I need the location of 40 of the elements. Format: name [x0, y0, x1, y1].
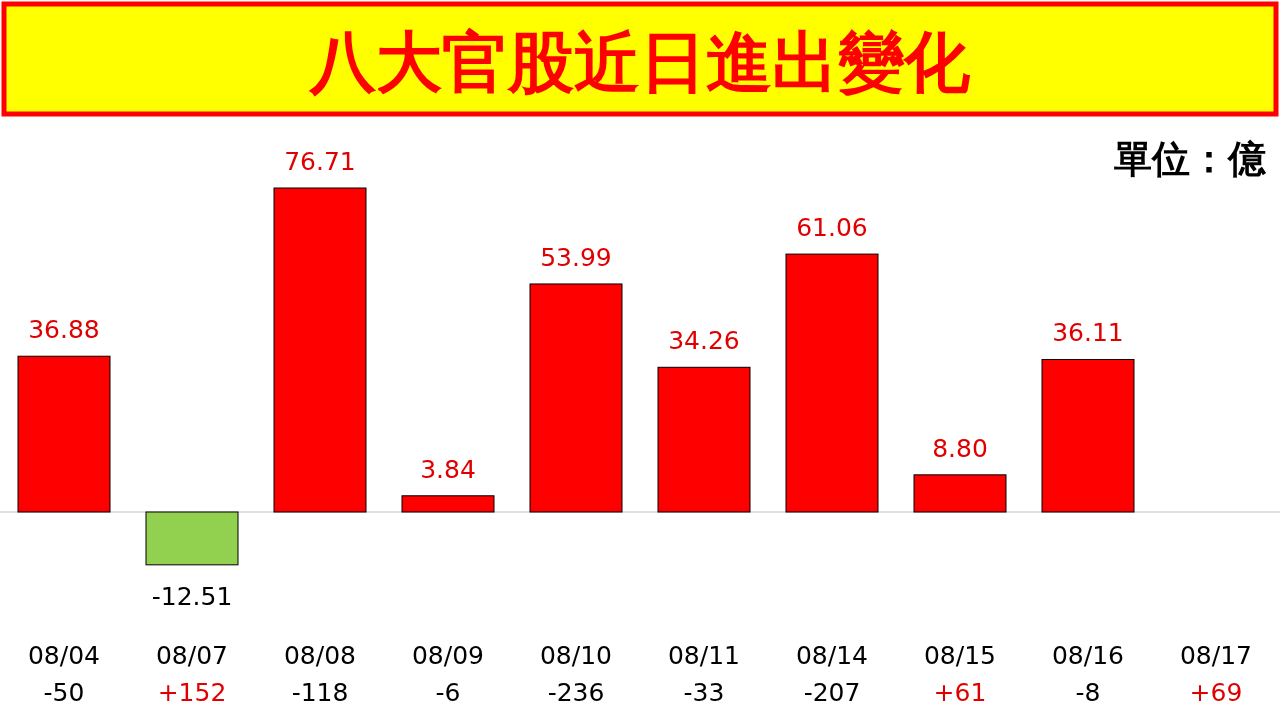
- x-tick-label: 08/15: [923, 641, 997, 670]
- x-tick-label: 08/04: [27, 641, 101, 670]
- x-tick-label: 08/17: [1179, 641, 1253, 670]
- data-label: 61.06: [796, 213, 868, 243]
- bar: [1041, 358, 1135, 513]
- bar: [401, 495, 495, 513]
- x-tick-label: 08/16: [1051, 641, 1125, 670]
- bar: [913, 474, 1007, 513]
- text: -8: [1075, 678, 1101, 707]
- text: -50: [43, 678, 85, 707]
- bar: [17, 355, 111, 513]
- text: +69: [1189, 678, 1243, 707]
- text: -236: [547, 678, 605, 707]
- x-tick-label: 08/09: [411, 641, 485, 670]
- bar: [785, 253, 879, 513]
- text: 單位：億: [1114, 137, 1267, 181]
- text: +152: [157, 678, 227, 707]
- x-tick-label: 08/14: [795, 641, 869, 670]
- x-tick-label: 08/11: [667, 641, 741, 670]
- bar: [145, 511, 239, 566]
- text: -6: [435, 678, 461, 707]
- text: -118: [291, 678, 349, 707]
- data-label: 8.80: [932, 433, 988, 463]
- text: -33: [683, 678, 725, 707]
- data-label: 76.71: [284, 147, 356, 176]
- data-label: -12.51: [151, 581, 233, 611]
- text: +61: [933, 678, 987, 707]
- bar: [529, 283, 623, 513]
- data-label: 34.26: [668, 326, 740, 356]
- text: -207: [803, 678, 861, 707]
- data-label: 36.11: [1052, 318, 1124, 348]
- data-label: 53.99: [540, 242, 612, 272]
- data-label: 3.84: [420, 454, 476, 484]
- bar: [273, 187, 367, 513]
- x-tick-label: 08/07: [155, 641, 229, 670]
- bar: [657, 366, 751, 513]
- x-tick-label: 08/08: [283, 641, 357, 670]
- x-tick-label: 08/10: [539, 641, 613, 670]
- chart-title: 八大官股近日進出變化: [308, 24, 971, 101]
- data-label: 36.88: [28, 315, 100, 345]
